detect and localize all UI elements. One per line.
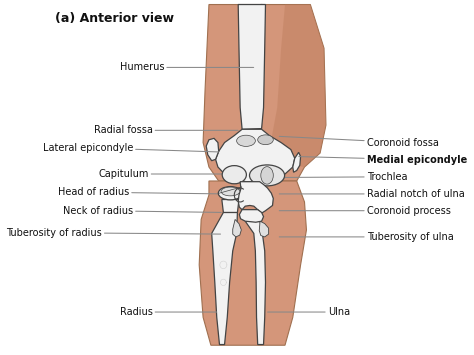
Text: Coronoid process: Coronoid process — [279, 206, 451, 216]
Text: Radial notch of ulna: Radial notch of ulna — [279, 189, 465, 199]
Text: Neck of radius: Neck of radius — [63, 206, 221, 216]
Ellipse shape — [261, 166, 273, 184]
Polygon shape — [199, 181, 307, 345]
Text: Lateral epicondyle: Lateral epicondyle — [43, 143, 219, 153]
Text: Capitulum: Capitulum — [98, 169, 229, 179]
Ellipse shape — [219, 187, 243, 200]
Ellipse shape — [258, 135, 273, 144]
Polygon shape — [216, 129, 295, 182]
Text: Tuberosity of radius: Tuberosity of radius — [6, 228, 220, 238]
Text: (a) Anterior view: (a) Anterior view — [55, 11, 174, 24]
Ellipse shape — [249, 165, 284, 186]
Polygon shape — [269, 5, 326, 167]
Polygon shape — [239, 210, 264, 222]
Polygon shape — [238, 182, 273, 213]
Polygon shape — [293, 152, 301, 172]
Text: Humerus: Humerus — [119, 62, 254, 72]
Text: Medial epicondyle: Medial epicondyle — [299, 155, 467, 165]
Polygon shape — [259, 221, 269, 237]
Text: Radius: Radius — [119, 307, 217, 317]
Polygon shape — [222, 200, 239, 212]
Text: Head of radius: Head of radius — [58, 187, 222, 197]
Ellipse shape — [222, 166, 246, 184]
Polygon shape — [212, 212, 237, 345]
Polygon shape — [203, 5, 326, 181]
Polygon shape — [233, 219, 241, 237]
Polygon shape — [238, 5, 265, 129]
Text: Trochlea: Trochlea — [279, 172, 407, 182]
Polygon shape — [245, 221, 265, 345]
Text: Tuberosity of ulna: Tuberosity of ulna — [279, 232, 454, 242]
Ellipse shape — [221, 187, 240, 196]
Text: Radial fossa: Radial fossa — [93, 125, 238, 135]
Text: Ulna: Ulna — [268, 307, 350, 317]
Polygon shape — [206, 138, 219, 161]
Ellipse shape — [237, 135, 255, 146]
Text: Coronoid fossa: Coronoid fossa — [279, 136, 439, 148]
